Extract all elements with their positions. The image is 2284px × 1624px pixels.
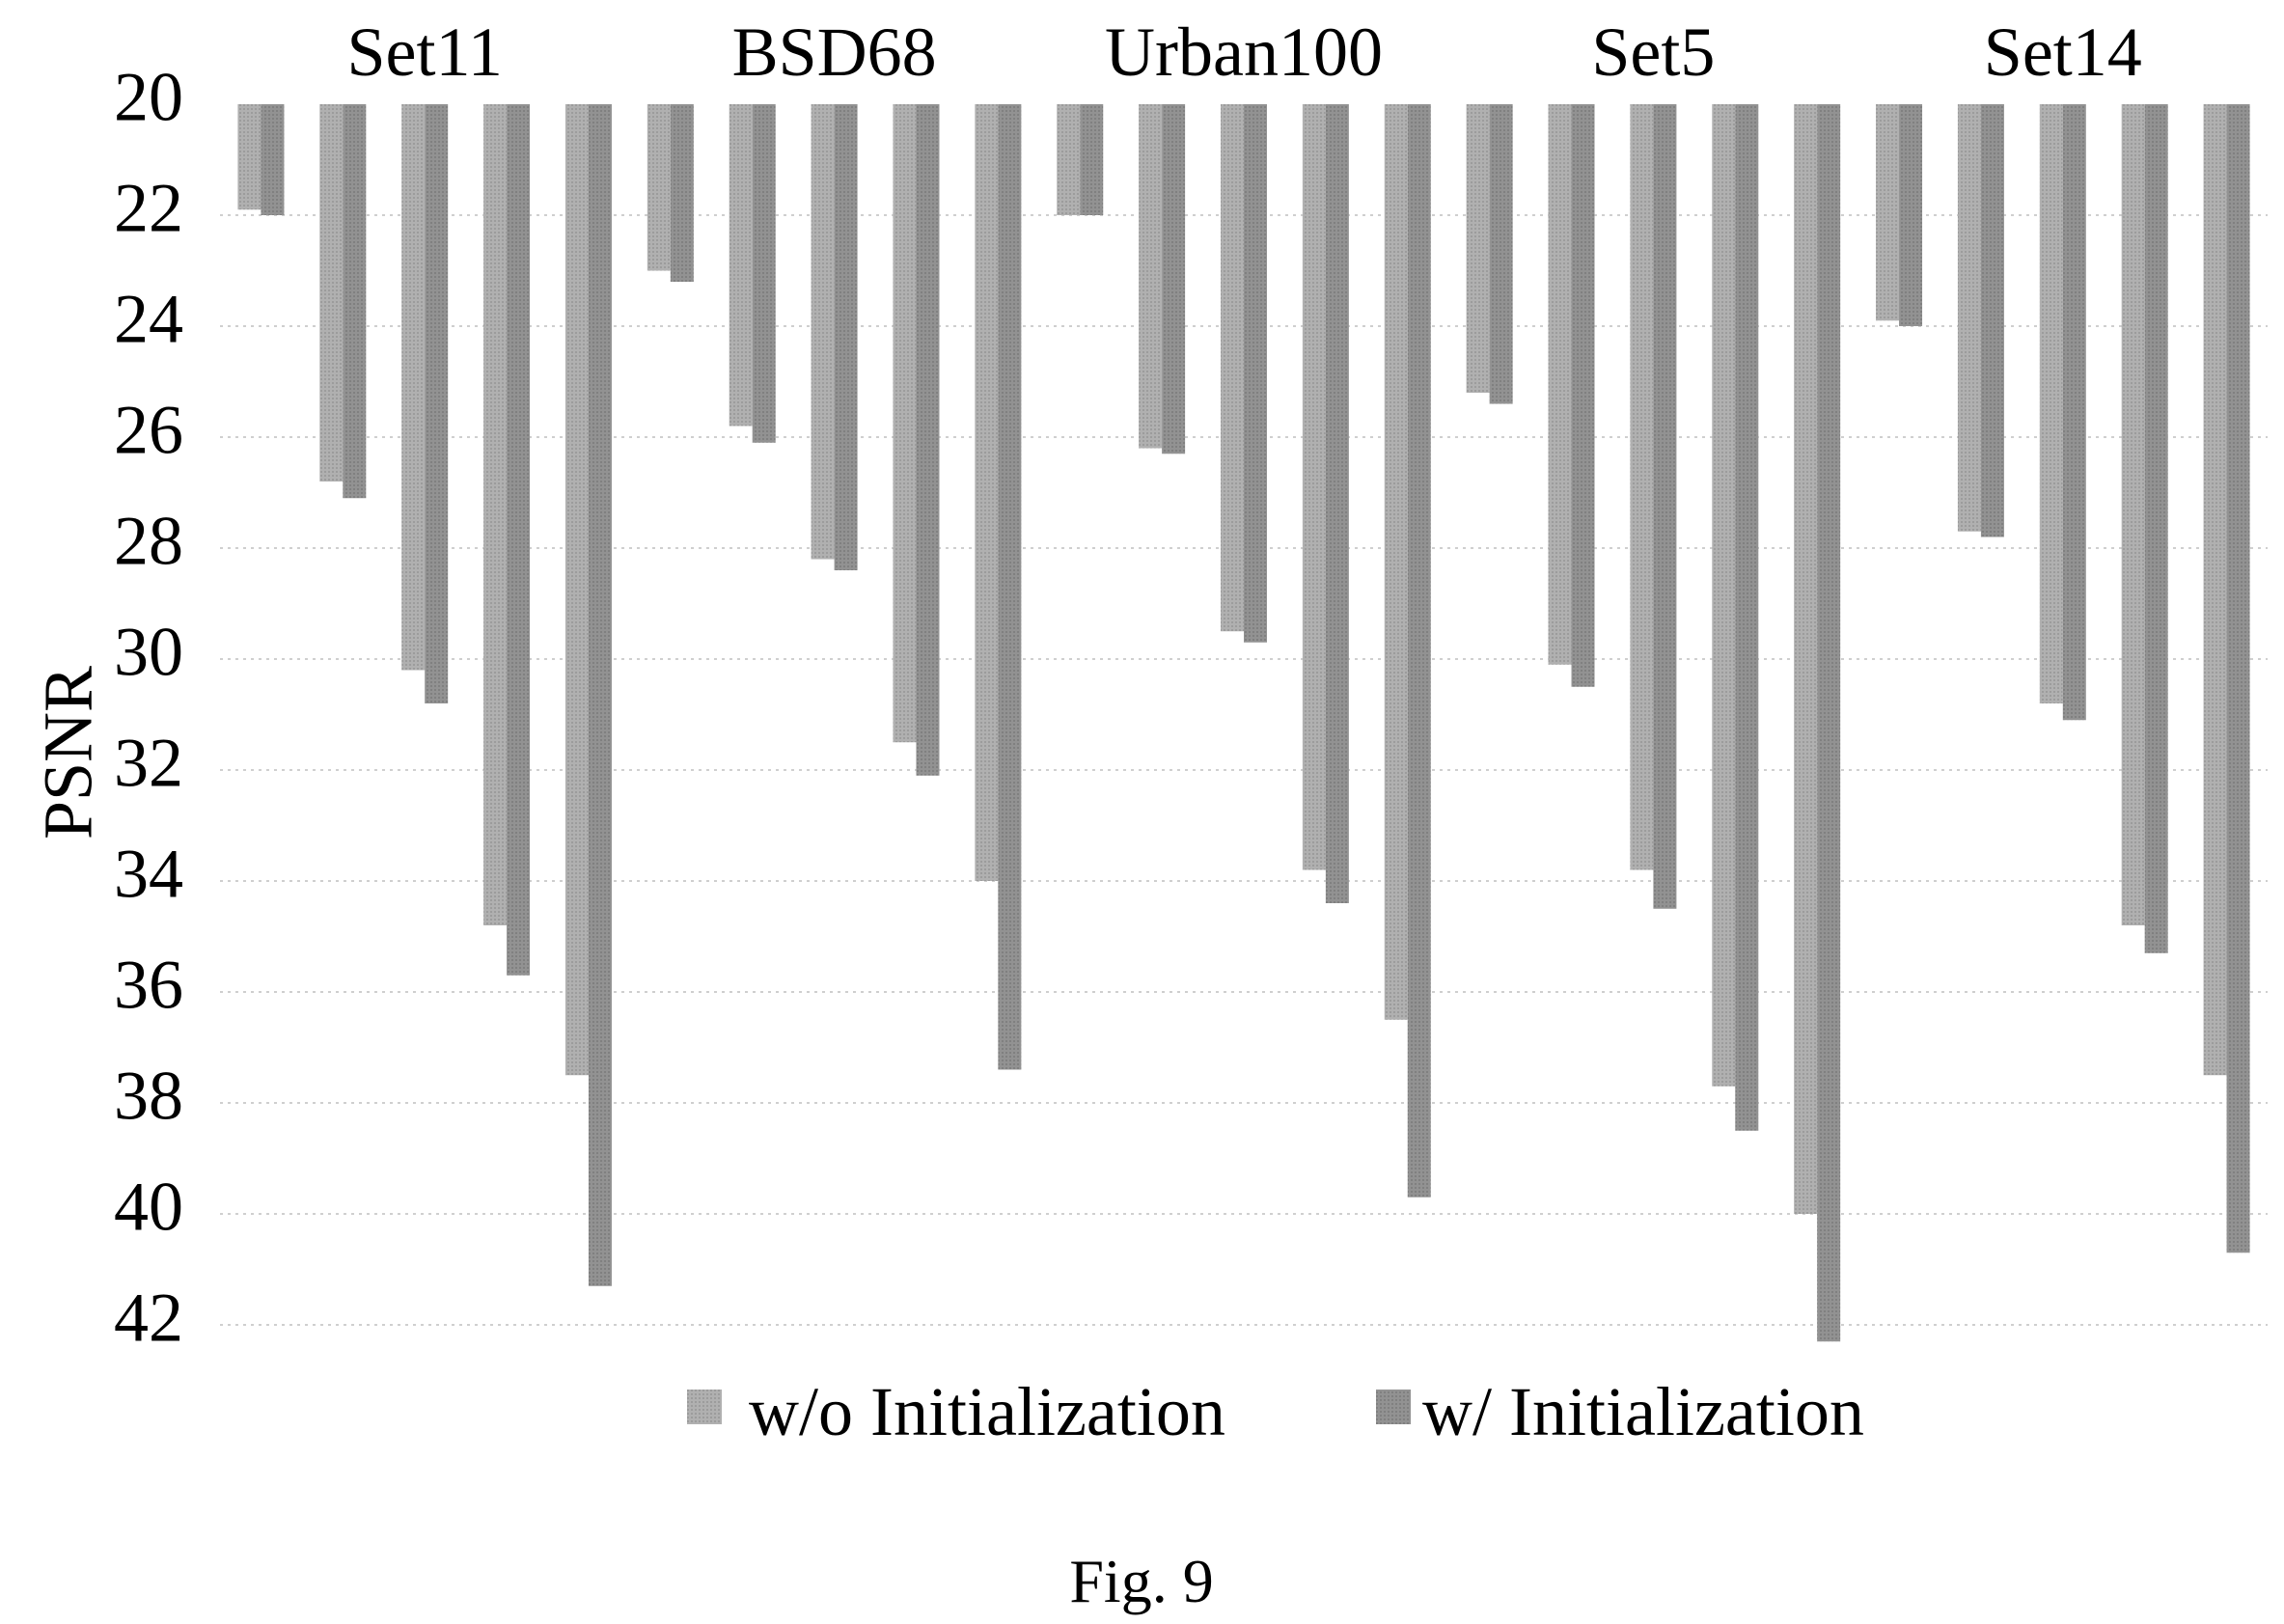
y-tick-label: 32 <box>114 725 183 802</box>
y-tick-label: 38 <box>114 1058 183 1135</box>
bar-wo-init <box>811 104 835 560</box>
bar-wo-init <box>2039 104 2063 703</box>
bar-w-init <box>1080 104 1104 215</box>
bar-w-init <box>261 104 285 215</box>
y-tick-label: 22 <box>114 170 183 247</box>
bar-wo-init <box>1712 104 1736 1087</box>
y-tick-label: 20 <box>114 59 183 136</box>
group-label: Urban100 <box>1105 14 1383 91</box>
bar-w-init <box>343 104 367 499</box>
bar-w-init <box>1735 104 1759 1131</box>
bar-w-init <box>1817 104 1841 1342</box>
bar-w-init <box>998 104 1022 1070</box>
gridlines <box>220 214 2268 1326</box>
bar-wo-init <box>1794 104 1818 1214</box>
bar-w-init <box>1325 104 1349 903</box>
bar-w-init <box>1653 104 1677 909</box>
legend: w/o Initialization w/ Initialization <box>687 1373 1864 1450</box>
y-tick-label: 40 <box>114 1169 183 1246</box>
bar-wo-init <box>893 104 917 743</box>
bar-wo-init <box>2121 104 2145 925</box>
y-axis-title: PSNR <box>30 666 107 840</box>
y-tick-label: 30 <box>114 614 183 691</box>
bar-w-init <box>1980 104 2004 537</box>
bar-w-init <box>507 104 531 976</box>
bar-wo-init <box>1957 104 1981 532</box>
bar-wo-init <box>564 104 589 1076</box>
bar-wo-init <box>401 104 426 671</box>
bar-wo-init <box>975 104 999 881</box>
y-tick-label: 36 <box>114 947 183 1024</box>
bar-w-init <box>588 104 612 1286</box>
group-label: Set5 <box>1591 14 1715 91</box>
bar-wo-init <box>1630 104 1654 870</box>
bar-w-init <box>1489 104 1513 404</box>
legend-swatch-wo-initialization <box>687 1390 722 1424</box>
y-tick-label: 42 <box>114 1280 183 1357</box>
bar-wo-init <box>647 104 671 271</box>
bar-w-init <box>834 104 858 570</box>
legend-label-wo-initialization: w/o Initialization <box>749 1373 1225 1450</box>
bar-wo-init <box>1466 104 1490 393</box>
group-label: BSD68 <box>732 14 937 91</box>
bar-w-init <box>1407 104 1431 1197</box>
bar-w-init <box>2144 104 2168 953</box>
figure-caption: Fig. 9 <box>1069 1547 1213 1615</box>
bar-wo-init <box>1876 104 1900 321</box>
bar-wo-init <box>2203 104 2227 1076</box>
bar-wo-init <box>1221 104 1244 632</box>
bar-wo-init <box>237 104 261 210</box>
bar-w-init <box>1244 104 1267 643</box>
bar-w-init <box>916 104 940 776</box>
y-tick-label: 26 <box>114 392 183 469</box>
y-tick-label: 24 <box>114 281 183 358</box>
bar-w-init <box>2062 104 2086 721</box>
group-label: Set14 <box>1984 14 2142 91</box>
legend-label-w-initialization: w/ Initialization <box>1422 1373 1864 1450</box>
bar-wo-init <box>1057 104 1081 215</box>
bar-w-init <box>1162 104 1186 454</box>
bar-wo-init <box>1139 104 1163 449</box>
bar-w-init <box>2226 104 2250 1253</box>
bar-w-init <box>752 104 776 443</box>
legend-swatch-w-initialization <box>1376 1390 1411 1424</box>
bar-wo-init <box>483 104 508 925</box>
y-tick-label: 34 <box>114 836 183 913</box>
bars <box>237 104 2250 1342</box>
bar-wo-init <box>319 104 344 482</box>
bar-wo-init <box>729 104 753 427</box>
bar-w-init <box>670 104 694 282</box>
y-axis-ticks: 20 22 24 26 28 30 32 34 36 38 40 42 <box>114 59 183 1357</box>
bar-wo-init <box>1302 104 1326 870</box>
group-labels: Set11 BSD68 Urban100 Set5 Set14 <box>347 14 2142 91</box>
bar-wo-init <box>1548 104 1572 665</box>
group-label: Set11 <box>347 14 503 91</box>
bar-w-init <box>1571 104 1595 687</box>
y-tick-label: 28 <box>114 503 183 580</box>
bar-w-init <box>425 104 449 703</box>
bar-wo-init <box>1384 104 1408 1020</box>
bar-w-init <box>1899 104 1923 326</box>
